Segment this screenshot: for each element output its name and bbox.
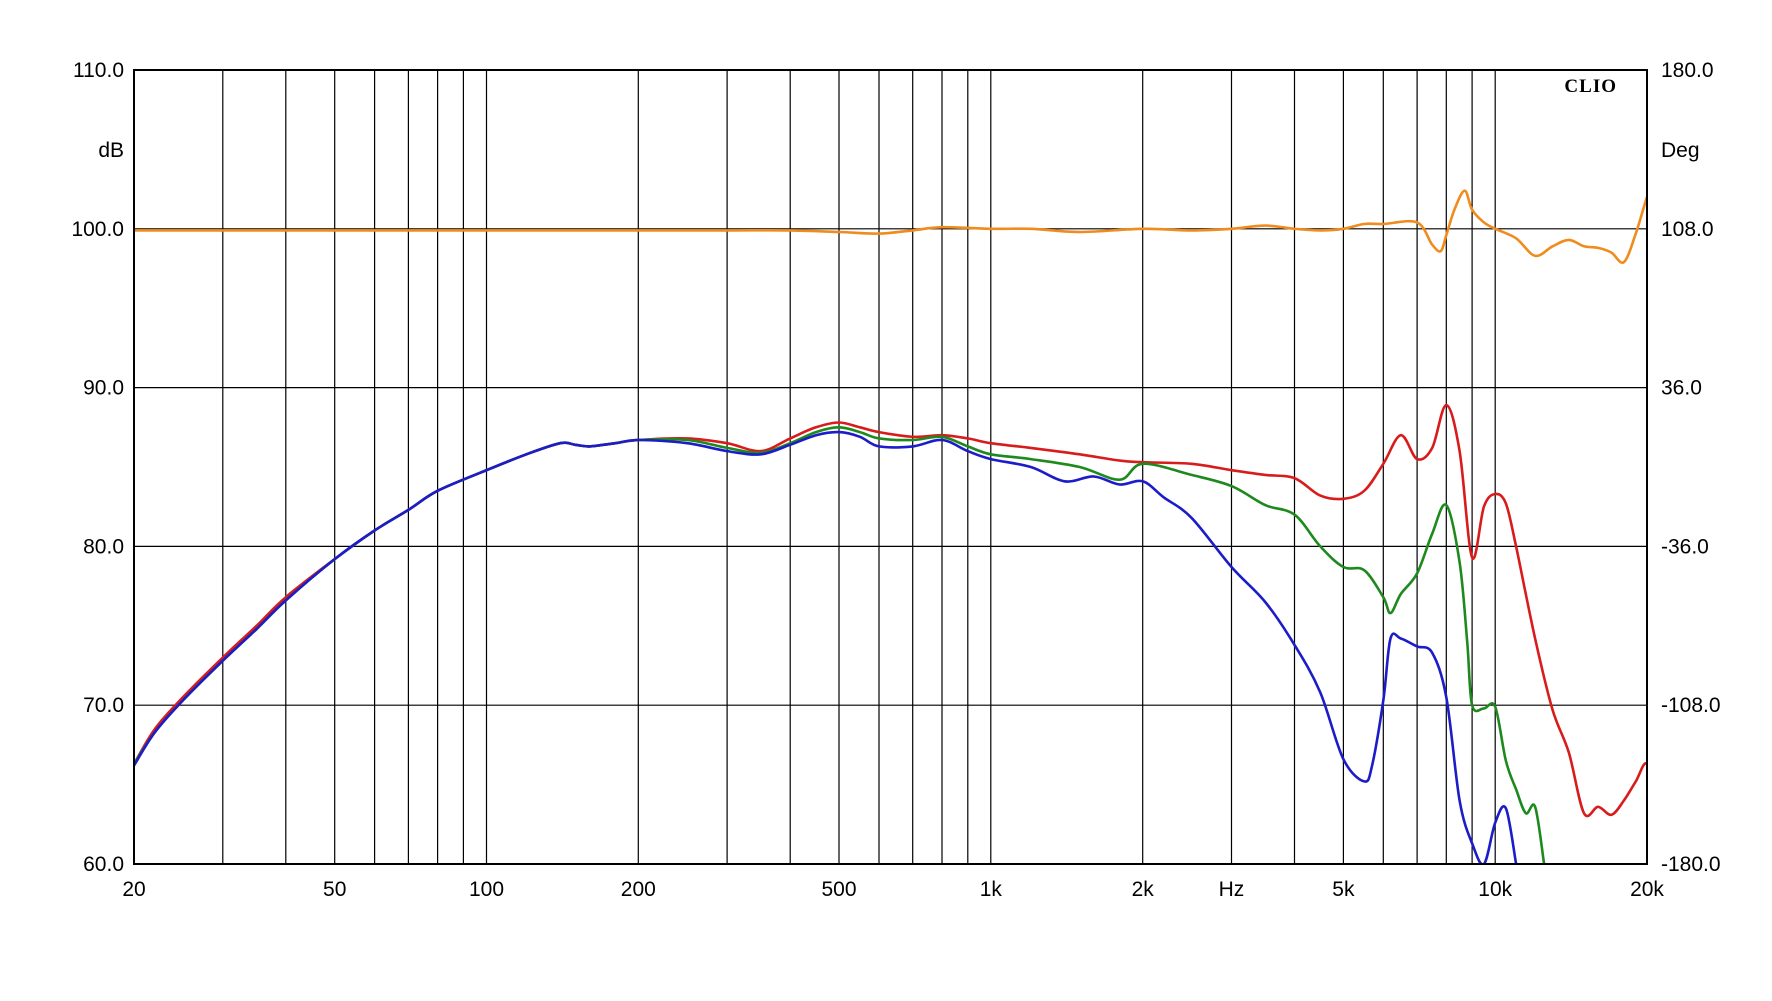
x-tick-label: 5k xyxy=(1332,878,1355,901)
y-left-tick-label: 110.0 xyxy=(73,59,124,82)
series-line xyxy=(134,189,1647,264)
x-tick-label: 10k xyxy=(1478,878,1512,901)
x-tick-label: 1k xyxy=(980,878,1003,901)
plot-frame xyxy=(133,69,1648,865)
y-right-tick-label: -180.0 xyxy=(1661,853,1721,876)
y-left-unit-label: dB xyxy=(98,139,124,162)
series-curves xyxy=(134,189,1647,864)
y-left-tick-label: 70.0 xyxy=(83,694,124,717)
y-right-tick-label: 108.0 xyxy=(1661,218,1714,241)
y-right-tick-label: -36.0 xyxy=(1661,535,1709,558)
x-tick-label: 20 xyxy=(122,878,145,901)
x-tick-label: 50 xyxy=(323,878,346,901)
x-tick-label: 20k xyxy=(1630,878,1664,901)
y-left-tick-label: 90.0 xyxy=(83,377,124,400)
y-left-tick-label: 80.0 xyxy=(83,535,124,558)
y-right-tick-label: 36.0 xyxy=(1661,377,1702,400)
y-right-tick-labels: -180.0 -108.0 -36.0 36.0 108.0 180.0 xyxy=(1661,59,1721,876)
x-tick-label: 100 xyxy=(469,878,504,901)
plot-area xyxy=(134,189,1647,864)
x-tick-label: 500 xyxy=(821,878,856,901)
y-right-tick-label: 180.0 xyxy=(1661,59,1714,82)
x-gridlines xyxy=(133,70,1648,864)
x-unit-label: Hz xyxy=(1219,878,1245,901)
x-tick-labels: 20 50 100 200 500 1k 2k 5k 10k 20k xyxy=(122,878,1664,901)
y-left-tick-labels: 60.0 70.0 80.0 90.0 100.0 110.0 xyxy=(71,59,124,876)
series-line xyxy=(134,430,1518,864)
brand-logo-text: CLIO xyxy=(1564,76,1617,97)
y-right-unit-label: Deg xyxy=(1661,139,1700,162)
y-left-tick-label: 60.0 xyxy=(83,853,124,876)
y-right-tick-label: -108.0 xyxy=(1661,694,1721,717)
x-tick-label: 2k xyxy=(1132,878,1155,901)
y-left-tick-label: 100.0 xyxy=(71,218,124,241)
x-tick-label: 200 xyxy=(621,878,656,901)
